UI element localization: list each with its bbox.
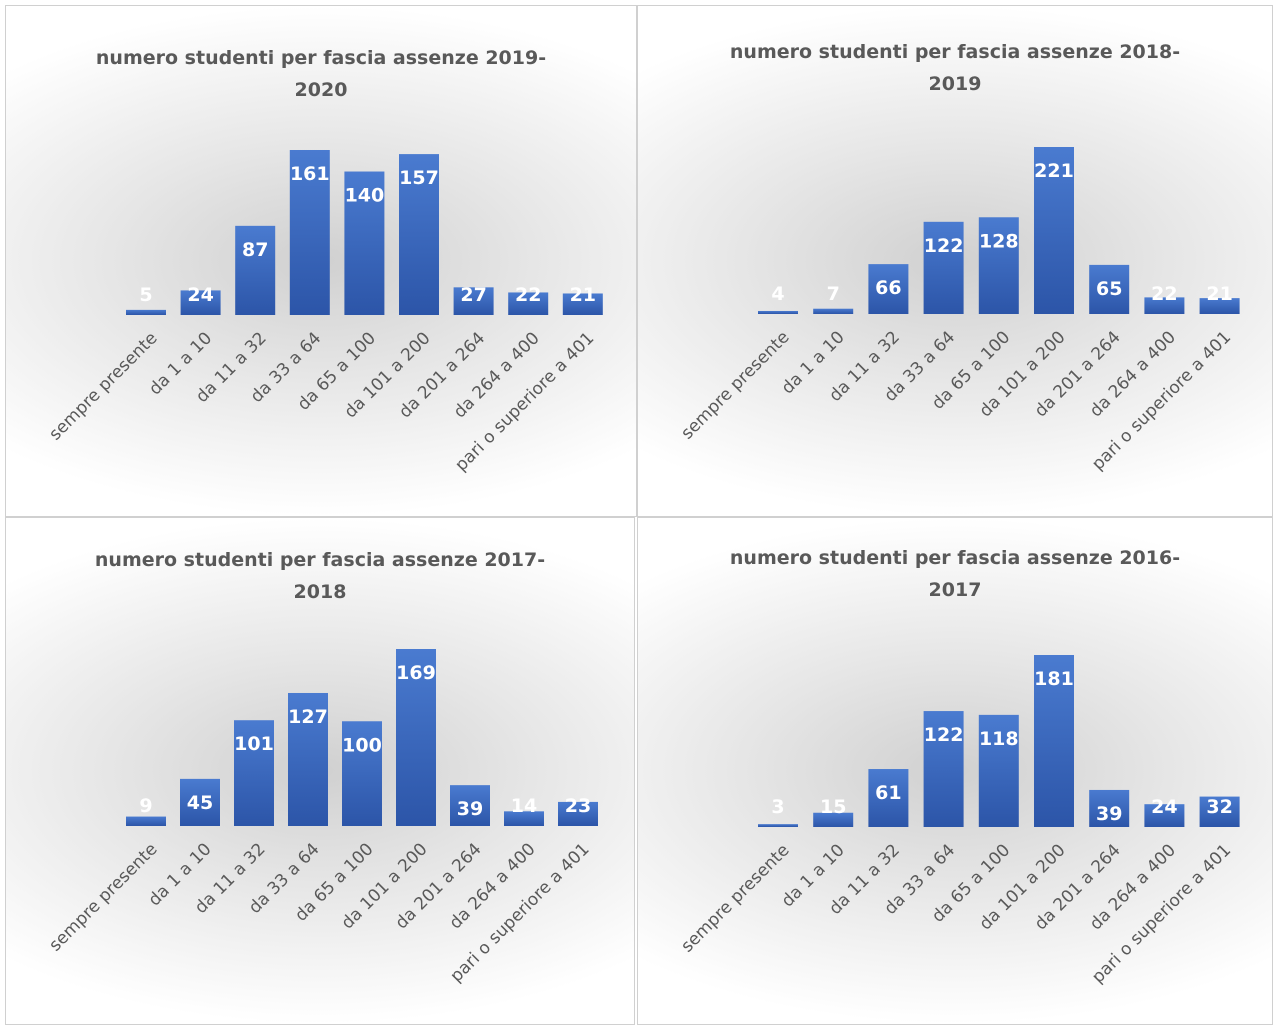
data-label-6: 157 [399,167,439,189]
bar-4 [289,150,330,315]
data-label-6: 169 [396,662,436,684]
bar-6 [1034,655,1074,827]
data-label-4: 122 [924,235,964,257]
bar-5 [978,714,1019,827]
chart-panel-2016-2017: numero studenti per fascia assenze 2016-… [637,517,1273,1025]
bar-2 [813,812,854,827]
bar-4 [923,221,964,314]
chart-panel-2019-2020: numero studenti per fascia assenze 2019-… [5,5,637,517]
data-label-5: 100 [342,734,382,756]
data-label-6: 181 [1034,668,1074,690]
bar-3 [868,769,909,827]
bar-4 [923,711,964,827]
bar-2 [180,778,220,826]
bar-8 [1144,297,1185,314]
data-label-1: 4 [771,283,784,305]
data-label-2: 15 [820,796,846,818]
data-label-6: 221 [1034,160,1074,182]
data-label-2: 45 [187,792,213,814]
chart-title: numero studenti per fascia assenze 2017-… [85,544,555,608]
bar-7 [1089,264,1130,314]
bar-3 [234,720,274,826]
bar-9 [562,293,603,315]
bar-6 [396,649,436,826]
chart-title-line-1: numero studenti per fascia assenze 2017- [94,549,546,571]
data-label-4: 122 [924,724,964,746]
chart-title-line-1: numero studenti per fascia assenze 2018- [729,41,1181,63]
chart-title-line-2: 2018 [293,581,347,603]
bar-5 [342,721,382,826]
bar-5 [978,217,1019,314]
chart-title-line-2: 2019 [928,73,982,95]
bar-1 [758,824,798,827]
bar-7 [450,785,490,826]
data-label-9: 21 [570,284,596,306]
bar-2 [180,290,221,315]
data-label-3: 87 [242,239,268,261]
chart-title: numero studenti per fascia assenze 2019-… [86,42,556,106]
data-label-1: 3 [771,796,784,818]
data-label-9: 32 [1206,796,1232,818]
bar-3 [868,264,909,314]
data-label-8: 22 [1151,283,1177,305]
data-label-4: 161 [290,163,330,185]
data-label-5: 128 [979,230,1019,252]
bar-9 [558,801,598,826]
bar-9 [1199,298,1240,314]
bar-2 [813,308,854,314]
data-label-7: 39 [1096,803,1122,825]
bar-5 [344,171,385,315]
data-label-8: 24 [1151,796,1177,818]
bar-1 [758,310,798,314]
x-tick-label-1: sempre presente [677,327,793,443]
data-label-9: 21 [1206,283,1232,305]
data-label-7: 27 [460,284,486,306]
data-label-3: 66 [875,277,901,299]
bar-8 [504,811,544,826]
chart-panel-2018-2019: numero studenti per fascia assenze 2018-… [637,5,1273,517]
bar-6 [1034,147,1074,314]
data-label-8: 14 [511,795,537,817]
bar-8 [508,292,549,315]
chart-title-line-1: numero studenti per fascia assenze 2016- [729,547,1181,569]
chart-title: numero studenti per fascia assenze 2018-… [720,36,1190,100]
data-label-5: 140 [345,185,385,207]
bar-7 [1089,789,1130,827]
x-tick-label-1: sempre presente [45,328,161,444]
data-label-8: 22 [515,284,541,306]
bar-6 [399,154,439,315]
data-label-3: 101 [234,733,274,755]
data-label-2: 24 [187,284,213,306]
chart-title-line-2: 2020 [294,79,348,101]
bar-4 [288,692,328,826]
data-label-3: 61 [875,782,901,804]
data-label-7: 39 [457,798,483,820]
data-label-5: 118 [979,728,1019,750]
data-label-9: 23 [565,795,591,817]
chart-title-line-2: 2017 [928,579,982,601]
bar-8 [1144,804,1185,827]
bar-9 [1199,796,1240,827]
data-label-1: 5 [139,284,152,306]
data-label-7: 65 [1096,278,1122,300]
x-tick-label-1: sempre presente [677,840,793,956]
data-label-2: 7 [827,283,840,305]
bar-7 [453,287,494,315]
bar-1 [126,816,166,826]
bar-3 [235,225,276,315]
data-label-1: 9 [139,795,152,817]
bar-1 [126,309,166,315]
chart-title: numero studenti per fascia assenze 2016-… [720,542,1190,606]
chart-panel-2017-2018: numero studenti per fascia assenze 2017-… [5,517,635,1025]
chart-title-line-1: numero studenti per fascia assenze 2019- [95,47,547,69]
data-label-4: 127 [288,706,328,728]
x-tick-label-1: sempre presente [45,839,161,955]
